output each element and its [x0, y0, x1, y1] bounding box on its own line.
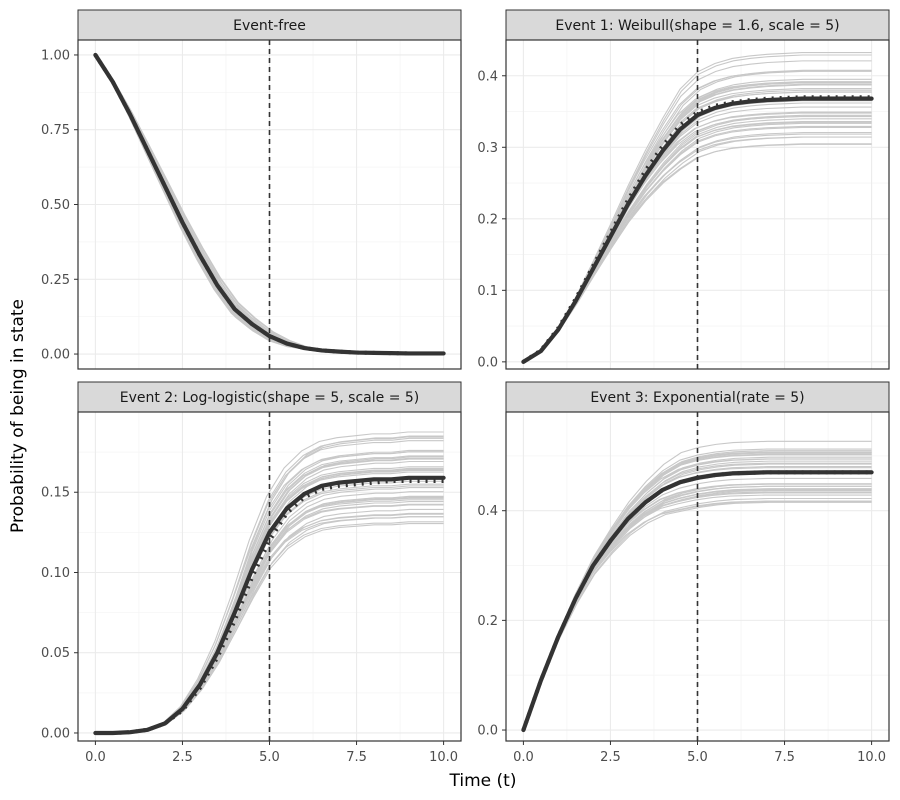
y-tick-label: 1.00	[41, 48, 70, 63]
y-tick-label: 0.1	[477, 284, 498, 299]
y-tick-label: 0.15	[41, 486, 70, 501]
simulation-line	[522, 448, 872, 731]
x-tick-label: 2.5	[172, 750, 193, 765]
x-tick-label: 10.0	[429, 750, 458, 765]
panel-title: Event 2: Log-logistic(shape = 5, scale =…	[120, 390, 420, 406]
panel-border	[505, 39, 890, 370]
panel-3: Event 2: Log-logistic(shape = 5, scale =…	[41, 381, 462, 765]
x-tick-label: 5.0	[259, 750, 280, 765]
simulation-line	[523, 131, 872, 363]
y-tick-label: 0.0	[477, 355, 498, 370]
y-axis-title: Probability of being in state	[8, 299, 28, 533]
y-tick-label: 0.4	[477, 69, 498, 84]
y-tick-label: 0.2	[477, 614, 498, 629]
x-tick-label: 0.0	[85, 750, 106, 765]
panel-1: Event-free 0.00 0.25 0.50 0.75 1.00	[41, 9, 462, 370]
x-tick-label: 2.5	[600, 750, 621, 765]
x-tick-label: 7.5	[774, 750, 795, 765]
y-tick-label: 0.75	[41, 123, 70, 138]
y-tick-label: 0.4	[477, 504, 498, 519]
x-axis-title: Time (t)	[449, 771, 517, 791]
x-tick-label: 7.5	[346, 750, 367, 765]
y-tick-label: 0.2	[477, 212, 498, 227]
mean-line	[521, 96, 874, 364]
panel-strip	[77, 9, 462, 41]
panel-4: Event 3: Exponential(rate = 5) 0.0 0.2 0.4 0…	[477, 381, 890, 765]
y-tick-label: 0.10	[41, 566, 70, 581]
simulation-line	[522, 497, 872, 731]
y-tick-label: 0.3	[477, 141, 498, 156]
y-tick-label: 0.05	[41, 646, 70, 661]
mean-line	[521, 470, 874, 733]
y-tick-label: 0.00	[41, 726, 70, 741]
panels-container: Event-free 0.00 0.25 0.50 0.75 1.00 Event 1: W…	[41, 9, 890, 765]
x-tick-label: 10.0	[857, 750, 886, 765]
panel-title: Event 1: Weibull(shape = 1.6, scale = 5)	[555, 18, 839, 34]
mean-line	[93, 475, 446, 736]
y-tick-label: 0.25	[41, 273, 70, 288]
panel-title: Event-free	[233, 18, 306, 34]
panel-strip	[505, 9, 890, 41]
panel-2: Event 1: Weibull(shape = 1.6, scale = 5)…	[477, 9, 890, 370]
y-tick-label: 0.00	[41, 348, 70, 363]
mean-line	[93, 52, 446, 356]
panel-strip	[505, 381, 890, 413]
x-tick-label: 5.0	[687, 750, 708, 765]
y-tick-label: 0.0	[477, 724, 498, 739]
panel-title: Event 3: Exponential(rate = 5)	[590, 390, 804, 406]
y-tick-label: 0.50	[41, 198, 70, 213]
x-tick-label: 0.0	[513, 750, 534, 765]
panel-strip	[77, 381, 462, 413]
